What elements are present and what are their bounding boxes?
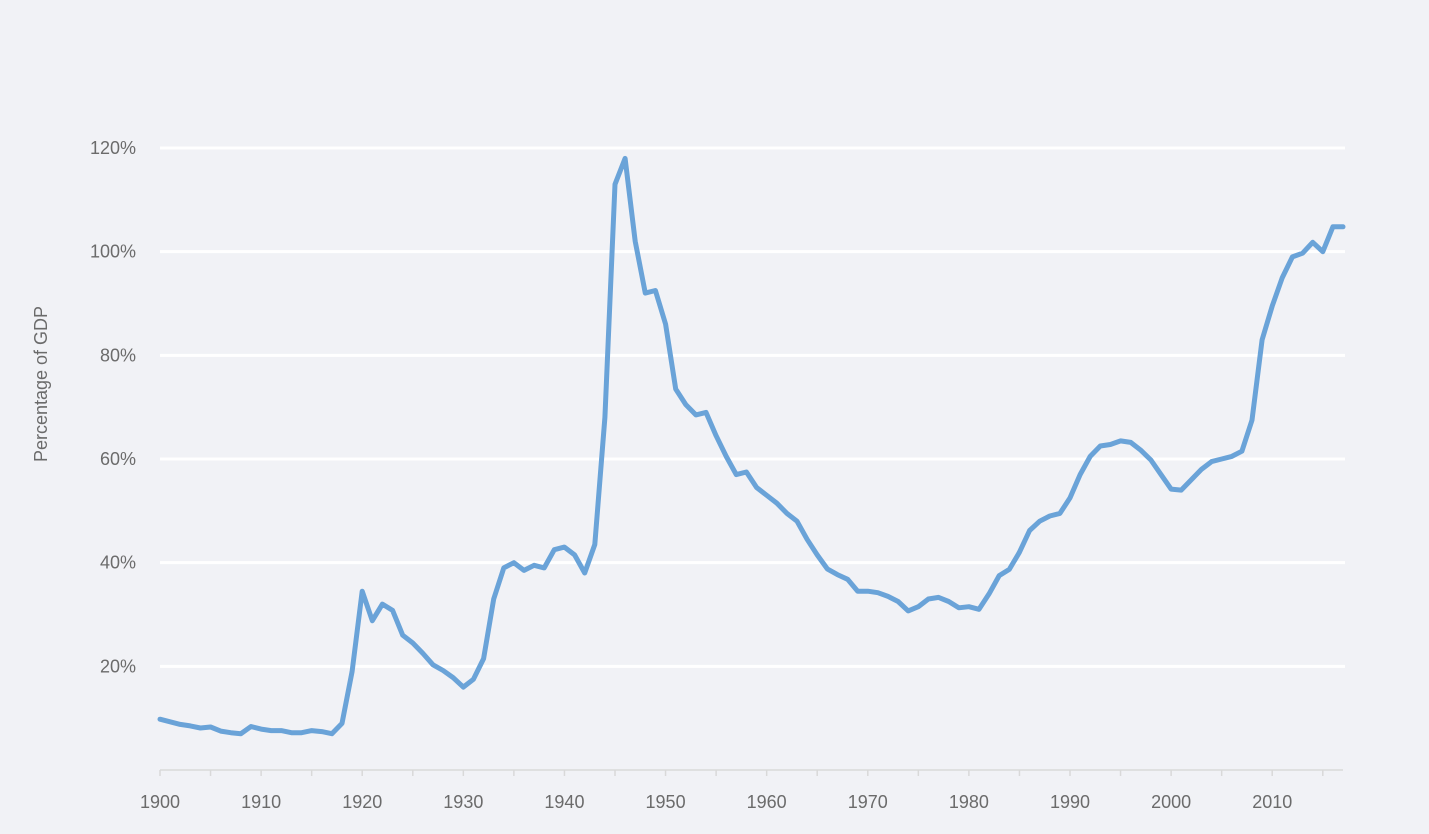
- x-tick-label-2010: 2010: [1252, 792, 1292, 812]
- x-tick-label-1900: 1900: [140, 792, 180, 812]
- x-tick-label-1960: 1960: [747, 792, 787, 812]
- gridlines: [160, 146, 1345, 668]
- x-tick-label-1910: 1910: [241, 792, 281, 812]
- x-tick-label-1990: 1990: [1050, 792, 1090, 812]
- x-tick-label-1980: 1980: [949, 792, 989, 812]
- x-tick-label-1950: 1950: [646, 792, 686, 812]
- y-axis: 20% 40% 60% 80% 100% 120%: [90, 138, 136, 676]
- y-axis-title: Percentage of GDP: [31, 306, 51, 462]
- x-tick-labels: 1900 1910 1920 1930 1940 1950 1960 1970 1980 1990…: [140, 792, 1292, 812]
- y-tick-label-80: 80%: [100, 345, 136, 365]
- y-tick-label-120: 120%: [90, 138, 136, 158]
- x-tick-label-1940: 1940: [544, 792, 584, 812]
- y-tick-label-60: 60%: [100, 449, 136, 469]
- x-tick-label-1970: 1970: [848, 792, 888, 812]
- series-line-debt-to-gdp: [157, 155, 1346, 737]
- x-tick-label-1930: 1930: [443, 792, 483, 812]
- x-axis: [159, 769, 1343, 776]
- x-tick-label-2000: 2000: [1151, 792, 1191, 812]
- y-tick-label-100: 100%: [90, 242, 136, 262]
- x-tick-label-1920: 1920: [342, 792, 382, 812]
- y-tick-label-40: 40%: [100, 553, 136, 573]
- y-tick-label-20: 20%: [100, 656, 136, 676]
